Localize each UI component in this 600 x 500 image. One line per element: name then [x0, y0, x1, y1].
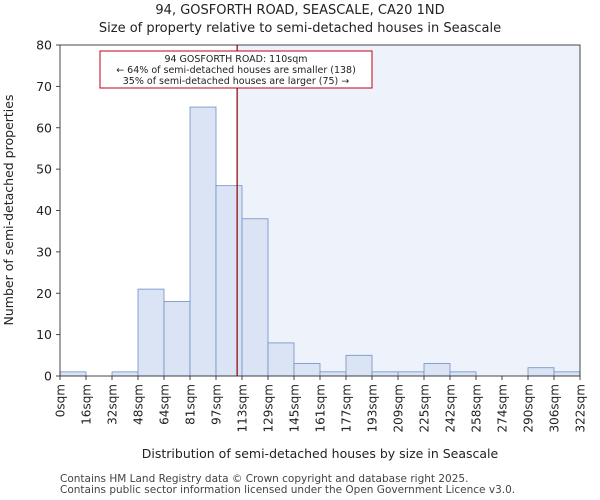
- x-tick-label: 290sqm: [522, 384, 536, 432]
- x-tick-label: 97sqm: [210, 384, 224, 425]
- x-axis-label: Distribution of semi-detached houses by …: [142, 446, 499, 461]
- x-tick-label: 209sqm: [392, 384, 406, 432]
- histogram-bar: [449, 371, 477, 377]
- y-tick-label: 60: [36, 120, 52, 135]
- y-tick-label: 30: [36, 244, 52, 259]
- histogram-bar: [59, 371, 87, 377]
- x-tick-label: 258sqm: [470, 384, 484, 432]
- y-tick-label: 40: [36, 203, 52, 218]
- chart-title: 94, GOSFORTH ROAD, SEASCALE, CA20 1ND: [155, 3, 445, 18]
- x-tick-label: 161sqm: [314, 384, 328, 432]
- x-tick-label: 129sqm: [262, 384, 276, 432]
- histogram-bar: [241, 218, 269, 377]
- y-tick-label: 80: [36, 38, 52, 53]
- x-tick-label: 193sqm: [366, 384, 380, 432]
- histogram-bar: [319, 371, 347, 377]
- y-tick-label: 70: [36, 79, 52, 94]
- x-tick-label: 113sqm: [236, 384, 250, 432]
- annotation-larger-text: 35% of semi-detached houses are larger (…: [123, 76, 350, 87]
- x-tick-label: 64sqm: [158, 384, 172, 425]
- x-tick-label: 322sqm: [574, 384, 588, 432]
- chart-subtitle: Size of property relative to semi-detach…: [98, 21, 502, 36]
- x-tick-label: 274sqm: [496, 384, 510, 432]
- y-tick-label: 50: [36, 162, 52, 177]
- x-tick-label: 0sqm: [54, 384, 68, 417]
- footer-licence: Contains public sector information licen…: [60, 484, 516, 496]
- y-tick-label: 0: [44, 369, 52, 384]
- y-tick-label: 20: [36, 286, 52, 301]
- y-tick-label: 10: [36, 327, 52, 342]
- y-axis-label: Number of semi-detached properties: [1, 95, 16, 326]
- histogram-bar: [267, 342, 295, 377]
- histogram-bar: [111, 371, 139, 377]
- histogram-bar: [137, 288, 165, 377]
- x-tick-label: 225sqm: [418, 384, 432, 432]
- x-tick-label: 81sqm: [184, 384, 198, 425]
- histogram-bar: [423, 363, 451, 377]
- x-tick-label: 145sqm: [288, 384, 302, 432]
- larger-region-highlight: [237, 45, 580, 376]
- histogram-bar: [189, 106, 217, 377]
- annotation-property-label: 94 GOSFORTH ROAD: 110sqm: [164, 54, 307, 65]
- histogram-bar: [397, 371, 425, 377]
- x-tick-label: 32sqm: [106, 384, 120, 425]
- histogram-bar: [553, 371, 581, 377]
- x-tick-label: 306sqm: [548, 384, 562, 432]
- annotation-box: [99, 50, 373, 89]
- histogram-bar: [345, 354, 373, 377]
- x-tick-label: 48sqm: [132, 384, 146, 425]
- x-tick-label: 16sqm: [80, 384, 94, 425]
- histogram-bar: [527, 367, 555, 377]
- annotation-smaller-text: ← 64% of semi-detached houses are smalle…: [116, 65, 356, 76]
- histogram-chart: 0 10 20 30 40 50 60 70 80 0sqm 16sqm 32sqm 48sqm 64sq…: [1, 38, 588, 462]
- x-tick-label: 177sqm: [340, 384, 354, 432]
- histogram-bar: [215, 185, 243, 377]
- histogram-bar: [163, 301, 191, 377]
- footer-copyright: Contains HM Land Registry data © Crown c…: [60, 473, 469, 485]
- histogram-bar: [293, 363, 321, 377]
- histogram-bar: [371, 371, 399, 377]
- x-tick-label: 242sqm: [444, 384, 458, 432]
